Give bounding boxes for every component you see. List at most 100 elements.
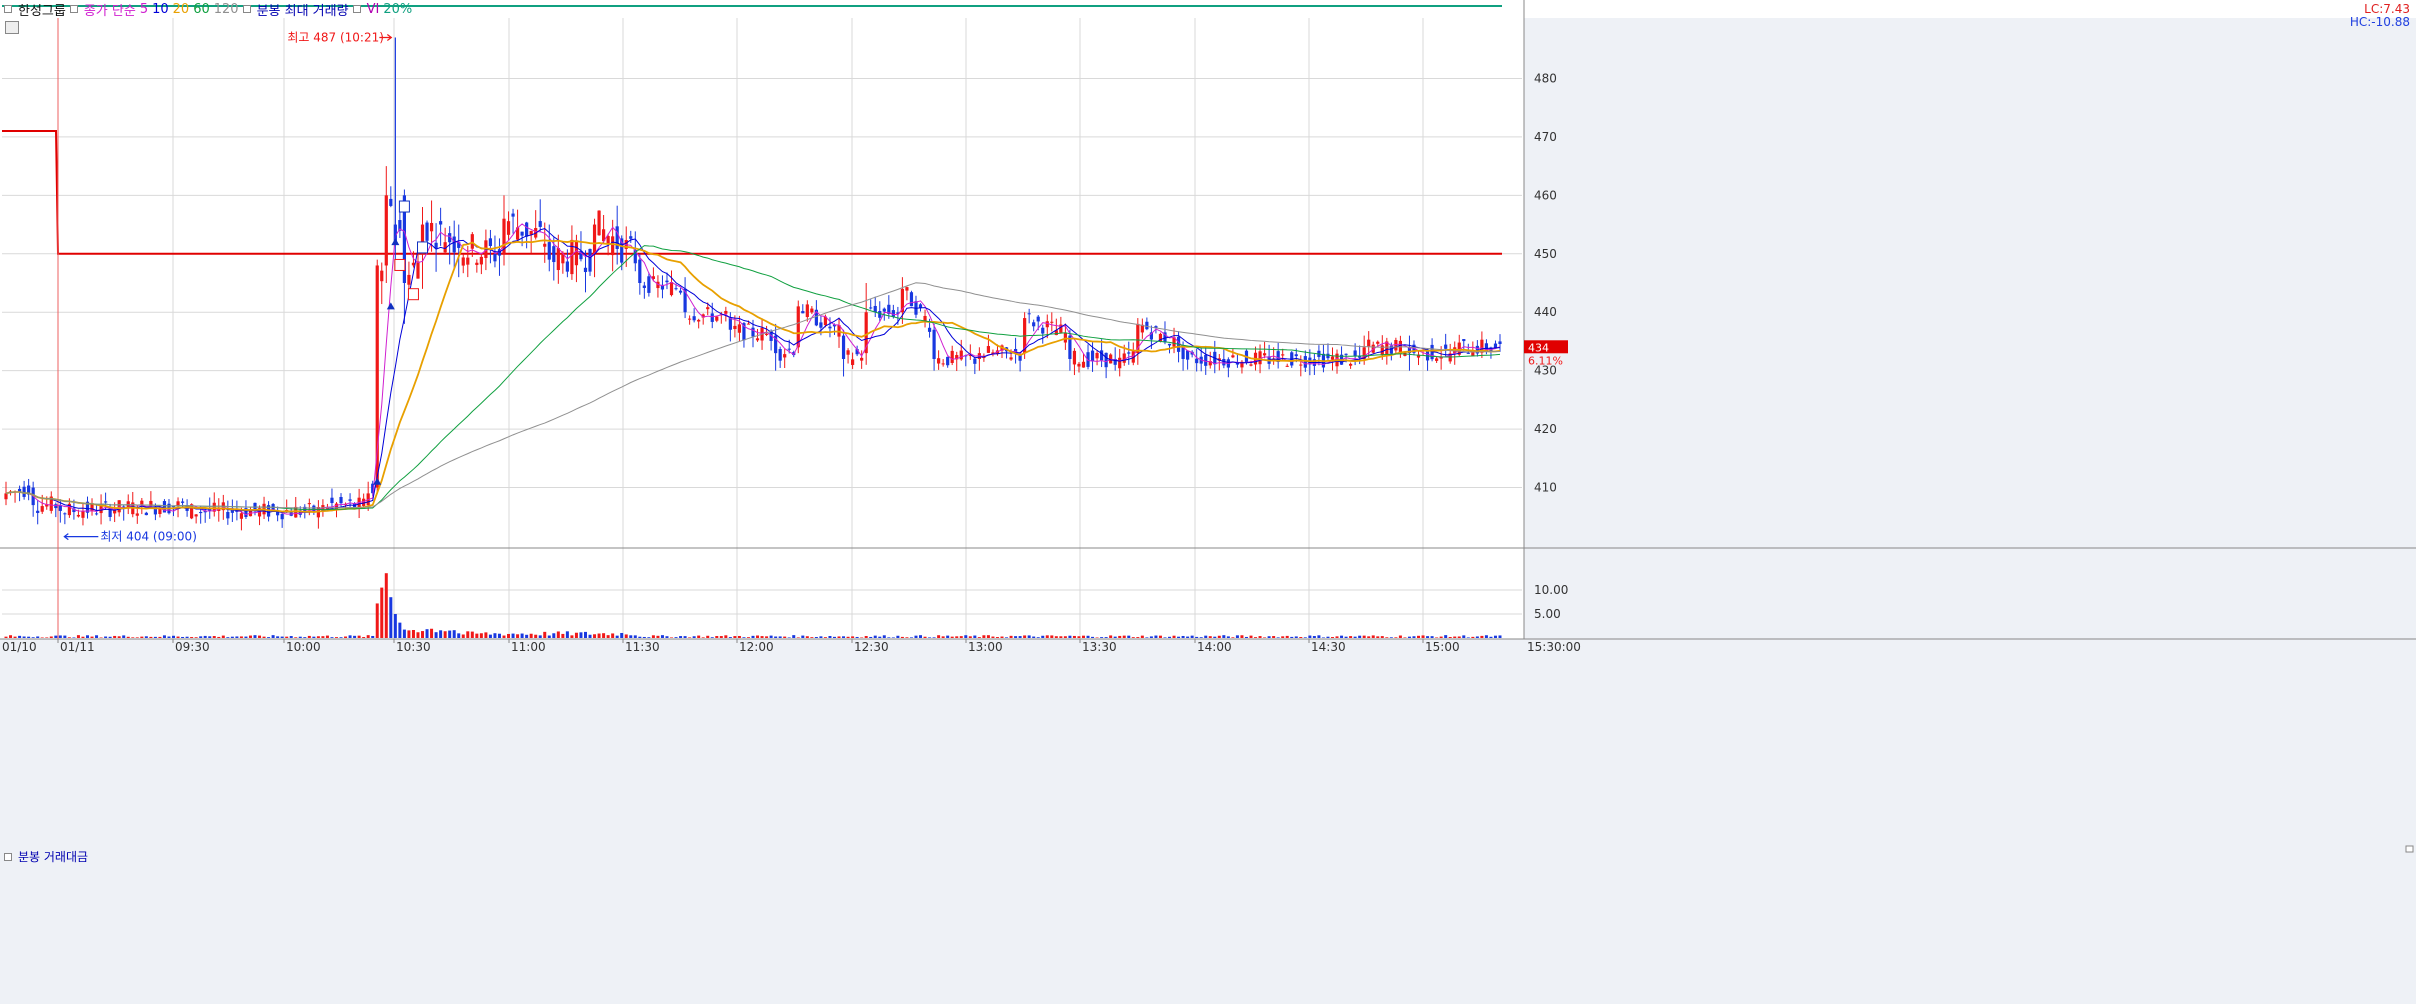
volume-bar xyxy=(896,635,900,638)
candle-body xyxy=(688,318,692,320)
volume-bar xyxy=(597,633,601,638)
volume-bar xyxy=(583,631,587,638)
volume-bar xyxy=(172,635,176,638)
sub-panel-collapse-icon[interactable] xyxy=(4,852,12,861)
current-price-tag xyxy=(1524,340,1568,354)
candle-body xyxy=(1027,313,1031,315)
ma5-line xyxy=(5,223,1501,516)
candle xyxy=(63,512,67,525)
candle-body xyxy=(443,242,447,253)
candle-body xyxy=(1059,324,1063,333)
candle-body xyxy=(1086,352,1090,367)
volume-bar xyxy=(443,631,447,638)
volume-bar xyxy=(312,636,316,638)
candle-body xyxy=(1063,332,1067,343)
volume-bar xyxy=(1258,636,1262,638)
candle xyxy=(864,283,868,365)
volume-bar xyxy=(13,636,17,638)
volume-bar xyxy=(1240,635,1244,638)
volume-bar xyxy=(1199,637,1203,638)
chart-menu-icon[interactable] xyxy=(5,21,19,34)
candle-body xyxy=(891,310,895,317)
y-tick-label: 440 xyxy=(1534,305,1557,319)
candle-body xyxy=(162,501,167,513)
candle xyxy=(90,498,94,516)
candle xyxy=(602,214,606,244)
candle-body xyxy=(1158,333,1163,342)
volume-bar xyxy=(144,636,148,638)
volume-bar xyxy=(461,634,465,638)
volume-bar xyxy=(126,636,130,638)
volume-bar xyxy=(511,633,515,638)
candle-body xyxy=(502,218,506,254)
sell-marker-box xyxy=(398,200,410,213)
legend-ma-icon[interactable] xyxy=(69,5,78,13)
x-tick-label: 12:00 xyxy=(739,640,774,654)
volume-bar xyxy=(54,635,58,638)
volume-bar xyxy=(1376,636,1380,638)
candle xyxy=(855,345,859,357)
candle-body xyxy=(90,503,94,511)
candle xyxy=(737,315,742,341)
candle xyxy=(452,220,456,269)
buy-marker-icon xyxy=(386,302,395,310)
candle-body xyxy=(678,290,683,293)
volume-bar xyxy=(1299,637,1303,638)
volume-bar xyxy=(1394,637,1398,638)
candle-body xyxy=(796,306,800,348)
volume-bar xyxy=(1091,636,1095,638)
y-tick-label: 470 xyxy=(1534,130,1557,144)
volume-bar xyxy=(923,636,927,638)
candle-body xyxy=(371,483,375,494)
ma20-line xyxy=(5,239,1501,513)
candle-body xyxy=(63,513,67,515)
low-arrow xyxy=(63,533,99,541)
volume-bar xyxy=(1158,635,1162,638)
x-tick-label: 15:00 xyxy=(1425,640,1460,654)
volume-bar xyxy=(113,635,117,638)
volume-bar xyxy=(344,636,348,638)
candle-body xyxy=(525,222,529,237)
candle-body xyxy=(402,195,406,283)
volume-bar xyxy=(905,637,909,638)
candle xyxy=(434,223,438,272)
candle-body xyxy=(706,307,710,310)
volume-bar xyxy=(285,636,289,638)
candle xyxy=(543,222,547,263)
candle-body xyxy=(823,316,828,326)
candle-body xyxy=(1235,362,1240,365)
legend-collapse-icon[interactable] xyxy=(4,5,12,13)
candle xyxy=(597,210,601,236)
candle-body xyxy=(448,233,452,243)
ma120-label: 120 xyxy=(213,1,239,17)
candle xyxy=(1416,351,1421,366)
volume-bar xyxy=(633,635,637,638)
volume-bar xyxy=(1195,636,1199,638)
volume-bar xyxy=(1385,637,1389,638)
candle-body xyxy=(67,503,71,516)
candle xyxy=(226,500,230,525)
volume-bar xyxy=(1389,637,1393,638)
candle-body xyxy=(633,250,637,264)
candle-body xyxy=(1466,352,1470,354)
candle xyxy=(389,186,393,208)
volume-bar xyxy=(1421,635,1425,638)
candle-body xyxy=(1303,356,1307,368)
ma120-line xyxy=(5,282,1501,509)
volume-bar xyxy=(787,637,791,638)
stock-name[interactable]: 한성그룹 xyxy=(18,3,66,19)
candle-body xyxy=(1045,321,1049,328)
candle-body xyxy=(158,508,162,514)
candle xyxy=(520,231,524,247)
candle xyxy=(525,221,529,249)
legend-volume-icon[interactable] xyxy=(242,5,251,13)
legend-vi-icon[interactable] xyxy=(352,5,361,13)
candle-body xyxy=(774,335,778,354)
volume-bar xyxy=(665,636,669,638)
volume-bar xyxy=(887,637,891,638)
candle xyxy=(647,272,651,297)
candle-body xyxy=(755,338,760,341)
x-tick-label: 14:00 xyxy=(1197,640,1232,654)
volume-bar xyxy=(624,634,628,638)
